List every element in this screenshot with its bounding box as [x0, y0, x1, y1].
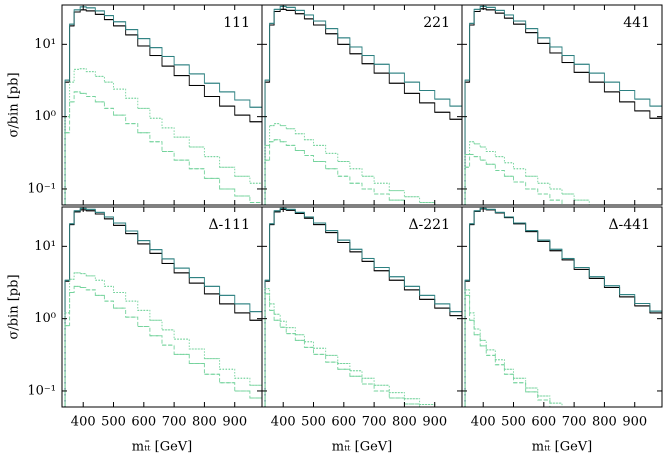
x-tick-label: 900	[222, 415, 247, 430]
step-risers	[264, 8, 462, 205]
panel-label: Δ-441	[608, 217, 650, 233]
y-axis-label: σ/bin [pb]	[7, 72, 22, 137]
plot-area	[64, 207, 262, 407]
y-tick-label: 10⁰	[34, 311, 56, 326]
plot-area	[464, 207, 662, 407]
y-tick-label: 10¹	[34, 37, 56, 52]
x-tick-label: 800	[592, 415, 617, 430]
x-tick-label: 900	[622, 415, 647, 430]
x-tick-label: 500	[101, 415, 126, 430]
panel-label: 221	[423, 15, 450, 31]
y-tick-label: 10⁰	[34, 109, 56, 124]
step-risers	[264, 123, 436, 205]
step-risers	[264, 288, 436, 407]
step-risers	[64, 91, 262, 205]
x-tick-label: 400	[71, 415, 96, 430]
x-tick-label: 600	[131, 415, 156, 430]
x-axis-label: mₜₜ̄ [GeV]	[132, 440, 192, 455]
x-tick-label: 500	[501, 415, 526, 430]
panel-label: Δ-221	[408, 217, 450, 233]
panel-label: Δ-111	[208, 217, 250, 233]
panel-frame	[461, 206, 663, 408]
x-tick-label: 400	[271, 415, 296, 430]
step-risers	[464, 294, 563, 407]
step-risers	[464, 153, 575, 205]
plot-area	[264, 5, 462, 205]
step-risers	[64, 272, 262, 407]
plot-area	[464, 5, 662, 205]
x-tick-label: 800	[392, 415, 417, 430]
x-tick-label: 700	[162, 415, 187, 430]
panel-frame	[61, 206, 263, 408]
y-tick-label: 10¹	[34, 239, 56, 254]
x-tick-label: 600	[331, 415, 356, 430]
y-axis-label: σ/bin [pb]	[7, 274, 22, 339]
step-risers	[64, 285, 262, 407]
step-risers	[64, 9, 262, 205]
x-tick-label: 600	[531, 415, 556, 430]
step-risers	[264, 207, 462, 407]
step-risers	[264, 139, 421, 205]
step-risers	[64, 209, 262, 407]
plot-area	[64, 6, 262, 205]
step-risers	[464, 208, 662, 407]
panel-label: 111	[223, 15, 250, 31]
step-risers	[264, 208, 462, 407]
step-risers	[64, 6, 262, 205]
panel-label: 441	[623, 15, 650, 31]
step-risers	[464, 5, 662, 205]
y-tick-label: 10⁻¹	[27, 383, 56, 398]
step-risers	[64, 207, 262, 407]
x-axis-label: mₜₜ̄ [GeV]	[532, 440, 592, 455]
x-tick-label: 800	[192, 415, 217, 430]
y-tick-label: 10⁻¹	[27, 181, 56, 196]
x-tick-label: 900	[422, 415, 447, 430]
x-axis-label: mₜₜ̄ [GeV]	[332, 440, 392, 455]
plot-area	[264, 207, 462, 407]
step-risers	[264, 293, 421, 407]
panel-frame	[461, 4, 663, 206]
step-risers	[464, 8, 662, 205]
x-tick-label: 700	[562, 415, 587, 430]
step-risers	[264, 5, 462, 205]
step-risers	[464, 207, 662, 407]
x-tick-label: 700	[362, 415, 387, 430]
x-tick-label: 500	[301, 415, 326, 430]
panel-frame	[261, 206, 463, 408]
x-tick-label: 400	[471, 415, 496, 430]
panel-frame	[61, 4, 263, 206]
step-risers	[64, 68, 262, 205]
